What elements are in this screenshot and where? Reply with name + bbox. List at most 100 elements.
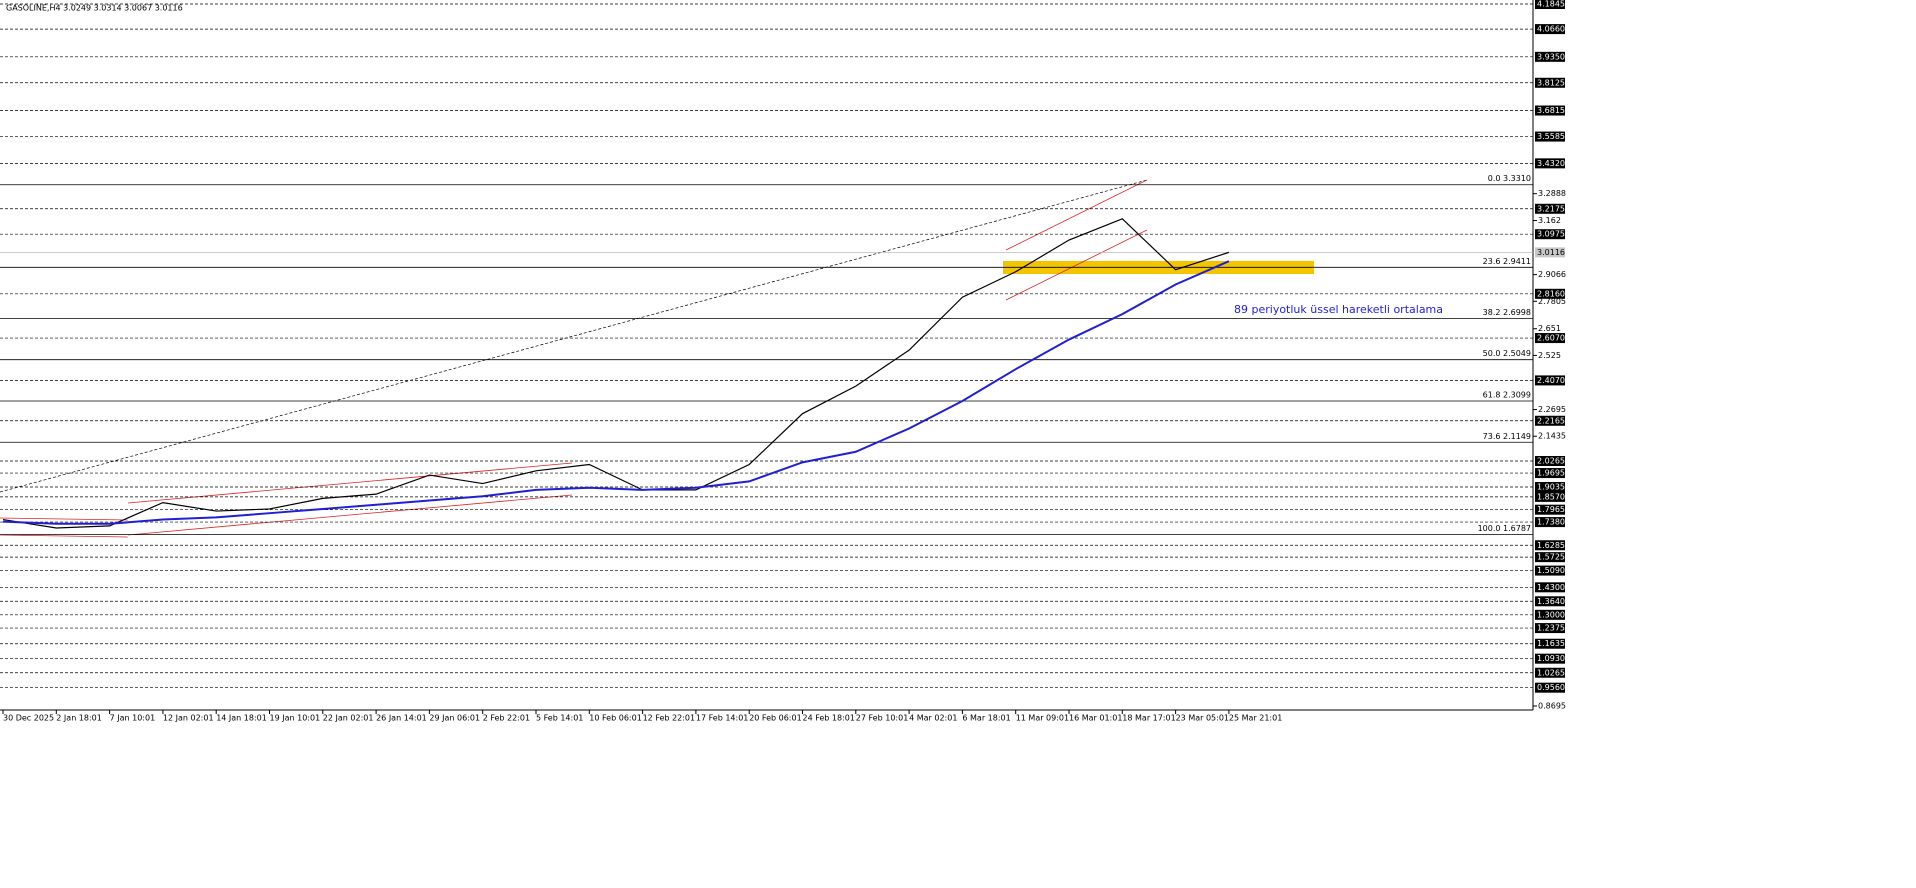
y-tick-label: 3.2888: [1538, 189, 1566, 198]
x-tick-label: 22 Jan 02:01: [323, 714, 374, 723]
level-label-box: [1535, 333, 1565, 344]
fib-label: 100.0 1.6787: [1478, 524, 1531, 533]
fib-label: 0.0 3.3310: [1488, 174, 1531, 183]
x-tick-label: 16 Mar 01:01: [1069, 714, 1122, 723]
level-label-box: [1535, 582, 1565, 593]
x-tick-label: 30 Dec 2025: [3, 714, 54, 723]
level-label: 1.5090: [1537, 566, 1565, 575]
x-tick-label: 24 Feb 18:01: [803, 714, 855, 723]
fib-label: 61.8 2.3099: [1483, 390, 1531, 399]
level-label: 3.4320: [1537, 159, 1565, 168]
level-label: 1.8570: [1537, 492, 1565, 501]
y-tick-label: 0.8695: [1538, 702, 1566, 711]
level-label: 1.9695: [1537, 469, 1565, 478]
y-tick-label: 3.162: [1538, 216, 1561, 225]
x-tick-label: 11 Mar 09:01: [1016, 714, 1069, 723]
level-label-box: [1535, 517, 1565, 528]
level-label-box: [1535, 105, 1565, 116]
level-label-box: [1535, 565, 1565, 576]
fib-label: 50.0 2.5049: [1483, 349, 1531, 358]
level-label: 1.9035: [1537, 483, 1565, 492]
level-label-box: [1535, 0, 1565, 9]
level-label-box: [1535, 504, 1565, 515]
level-label: 1.3000: [1537, 610, 1565, 619]
x-tick-label: 12 Jan 02:01: [163, 714, 214, 723]
level-label-box: [1535, 682, 1565, 693]
level-label: 1.7965: [1537, 505, 1565, 514]
fib-label: 73.6 2.1149: [1483, 432, 1531, 441]
level-label-box: [1535, 596, 1565, 607]
x-tick-label: 26 Jan 14:01: [376, 714, 427, 723]
level-label-box: [1535, 455, 1565, 466]
y-tick-label: 2.1435: [1538, 432, 1566, 441]
level-label: 3.6815: [1537, 106, 1565, 115]
level-label-box: [1535, 77, 1565, 88]
channel-line: [127, 462, 573, 504]
level-label-box: [1535, 203, 1565, 214]
x-tick-label: 18 Mar 17:01: [1122, 714, 1175, 723]
x-tick-label: 17 Feb 14:01: [696, 714, 748, 723]
last-price-box: [1535, 247, 1565, 258]
level-label: 4.1845: [1537, 0, 1565, 9]
level-label-box: [1535, 653, 1565, 664]
channel-line: [1005, 229, 1148, 301]
x-tick-label: 4 Mar 02:01: [909, 714, 957, 723]
y-tick-label: 2.9066: [1538, 270, 1566, 279]
y-tick-label: 2.525: [1538, 351, 1561, 360]
level-label-box: [1535, 482, 1565, 493]
x-tick-label: 23 Mar 05:01: [1176, 714, 1229, 723]
level-label: 3.8125: [1537, 78, 1565, 87]
level-label-box: [1535, 229, 1565, 240]
level-label-box: [1535, 623, 1565, 634]
x-tick-label: 7 Jan 10:01: [110, 714, 156, 723]
series-line: [2, 260, 1230, 525]
channel-line: [0, 517, 129, 521]
level-label-box: [1535, 609, 1565, 620]
channel-line: [127, 494, 573, 536]
last-price-label: 3.0116: [1537, 248, 1565, 257]
chart-title: GASOLINE,H4 3.0249 3.0314 3.0067 3.0116: [6, 4, 183, 13]
level-label: 2.0265: [1537, 456, 1565, 465]
level-label: 2.4070: [1537, 376, 1565, 385]
x-tick-label: 29 Jan 06:01: [429, 714, 480, 723]
x-tick-label: 6 Mar 18:01: [962, 714, 1010, 723]
level-label: 2.6070: [1537, 334, 1565, 343]
level-label: 4.0660: [1537, 25, 1565, 34]
level-label: 3.5585: [1537, 132, 1565, 141]
fib-label: 23.6 2.9411: [1483, 257, 1531, 266]
level-label-box: [1535, 24, 1565, 35]
fib-label: 38.2 2.6998: [1483, 308, 1531, 317]
level-label-box: [1535, 667, 1565, 678]
level-label-box: [1535, 415, 1565, 426]
channel-line: [0, 534, 129, 538]
x-tick-label: 27 Feb 10:01: [856, 714, 908, 723]
level-label: 0.9560: [1537, 683, 1565, 692]
level-label: 1.2375: [1537, 624, 1565, 633]
level-label: 1.6285: [1537, 541, 1565, 550]
fib-trend-line: [0, 179, 1148, 493]
level-label: 1.1635: [1537, 639, 1565, 648]
level-label: 2.8160: [1537, 289, 1565, 298]
level-label: 1.4300: [1537, 583, 1565, 592]
level-label: 1.0930: [1537, 654, 1565, 663]
level-label-box: [1535, 552, 1565, 563]
channels: [0, 179, 1148, 538]
level-label: 1.0265: [1537, 668, 1565, 677]
x-tick-label: 20 Feb 06:01: [749, 714, 801, 723]
level-label: 1.3640: [1537, 597, 1565, 606]
x-tick-label: 12 Feb 22:01: [643, 714, 695, 723]
level-label-box: [1535, 468, 1565, 479]
level-label-box: [1535, 131, 1565, 142]
level-label: 2.2165: [1537, 416, 1565, 425]
annotation: 89 periyotluk üssel hareketli ortalama: [1234, 303, 1443, 316]
y-tick-label: 2.651: [1538, 324, 1561, 333]
x-tick-label: 2 Jan 18:01: [56, 714, 102, 723]
level-label-box: [1535, 158, 1565, 169]
level-label-box: [1535, 491, 1565, 502]
x-tick-label: 14 Jan 18:01: [216, 714, 267, 723]
x-tick-label: 25 Mar 21:01: [1229, 714, 1282, 723]
x-tick-label: 5 Feb 14:01: [536, 714, 583, 723]
level-label-box: [1535, 288, 1565, 299]
y-tick-label: 2.2695: [1538, 405, 1566, 414]
